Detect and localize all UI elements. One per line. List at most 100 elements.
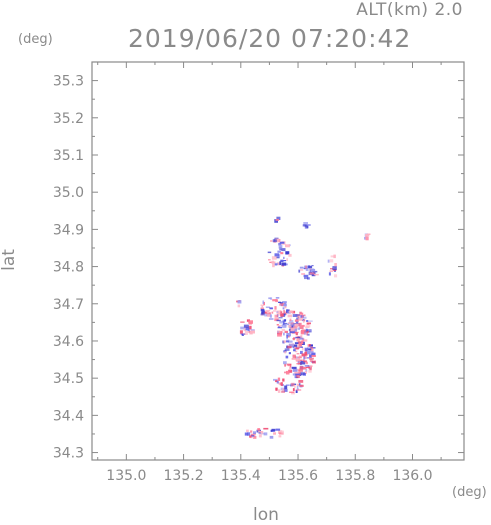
echo-cell [260, 313, 265, 316]
echo-cell [281, 328, 286, 332]
echo-cell [269, 307, 274, 310]
echo-cell [327, 259, 330, 263]
echo-cell [237, 304, 241, 308]
echo-cell [283, 309, 285, 314]
echo-cell [297, 371, 301, 375]
echo-cell [309, 357, 314, 360]
y-tick-label: 34.8 [53, 260, 84, 276]
echo-cell [268, 297, 272, 300]
echo-cell [265, 313, 270, 315]
echo-cell [248, 325, 252, 330]
echo-cell [305, 369, 308, 372]
echo-cell [243, 328, 247, 332]
echo-cell [284, 319, 287, 322]
echo-cell [305, 366, 311, 369]
echo-cell [288, 352, 291, 355]
echo-cell [272, 264, 275, 268]
echo-cell [271, 261, 276, 264]
tick-layer: 135.0 135.2 135.4 135.6 135.8 136.0 34.3 34.4 34… [53, 62, 464, 484]
echo-cell [284, 330, 288, 333]
echo-cell [281, 262, 287, 266]
y-tick-label: 34.6 [53, 334, 84, 350]
echo-cell [302, 338, 305, 342]
echo-cell [295, 314, 300, 317]
echo-cell [292, 368, 298, 372]
echo-cell [240, 333, 246, 335]
echo-cell [292, 314, 298, 317]
echo-cell [292, 344, 298, 348]
echo-cell [289, 320, 294, 323]
echo-cell [269, 435, 274, 439]
echo-cell [333, 254, 336, 259]
x-axis-unit: (deg) [452, 485, 487, 500]
echo-cell [289, 323, 295, 326]
echo-cell [271, 260, 275, 263]
echo-cell [280, 259, 284, 263]
echo-cell [281, 248, 286, 252]
echo-cell [286, 258, 288, 261]
echo-cell [285, 251, 290, 255]
echo-cell [250, 329, 255, 332]
echo-cell [299, 366, 304, 370]
echo-cell [261, 305, 264, 309]
echo-cell [288, 343, 294, 347]
y-tick-label: 34.7 [53, 297, 84, 313]
echo-cell [277, 250, 281, 253]
echo-cell [247, 329, 250, 332]
x-tick-label: 135.4 [221, 468, 261, 484]
echo-cell [300, 371, 305, 375]
echo-cell [275, 297, 280, 299]
echo-cell [280, 302, 283, 305]
echo-cell [278, 245, 283, 249]
echo-cell [243, 333, 248, 335]
echo-cell [240, 326, 246, 330]
echo-cell [299, 266, 304, 269]
echo-cell [250, 330, 255, 334]
echo-cell [276, 256, 280, 259]
echo-cell [271, 428, 276, 432]
echo-cell [294, 346, 296, 349]
echo-cell [291, 366, 297, 369]
echo-cell [298, 359, 303, 362]
echo-cell [292, 325, 298, 329]
echo-cell [365, 234, 370, 237]
echo-cell [303, 314, 306, 317]
echo-cell [296, 386, 299, 390]
echo-cell [285, 384, 290, 386]
echo-cell [284, 305, 287, 309]
echo-cell [303, 222, 308, 226]
echo-cell [307, 350, 311, 355]
echo-cell [297, 327, 300, 330]
echo-cell [295, 347, 300, 349]
echo-cell [310, 268, 316, 273]
echo-cell [241, 333, 244, 336]
echo-cell [307, 347, 312, 350]
echo-cell [298, 322, 302, 327]
echo-cell [264, 313, 270, 317]
echo-cell [279, 382, 281, 386]
echo-cell [334, 274, 338, 278]
echo-cell [294, 331, 299, 334]
echo-cell [294, 342, 300, 345]
echo-cell [260, 308, 265, 312]
echo-cell [264, 311, 269, 313]
echo-cell [300, 360, 306, 365]
echo-cell [329, 270, 333, 272]
echo-cell [278, 317, 283, 319]
echo-cell [278, 254, 281, 257]
echo-cell [278, 430, 283, 434]
echo-cell [329, 259, 334, 263]
echo-cell [302, 329, 305, 333]
echo-cell [308, 348, 312, 351]
echo-cell [305, 328, 308, 332]
echo-cell [283, 340, 286, 343]
echo-cell [282, 304, 287, 307]
echo-cell [277, 333, 282, 337]
echo-cell [275, 380, 278, 383]
echo-cell [286, 309, 289, 312]
echo-cell [274, 306, 277, 310]
echo-cell [283, 332, 285, 336]
echo-cell [268, 259, 271, 261]
echo-cell [296, 363, 299, 365]
echo-cell [292, 354, 296, 358]
